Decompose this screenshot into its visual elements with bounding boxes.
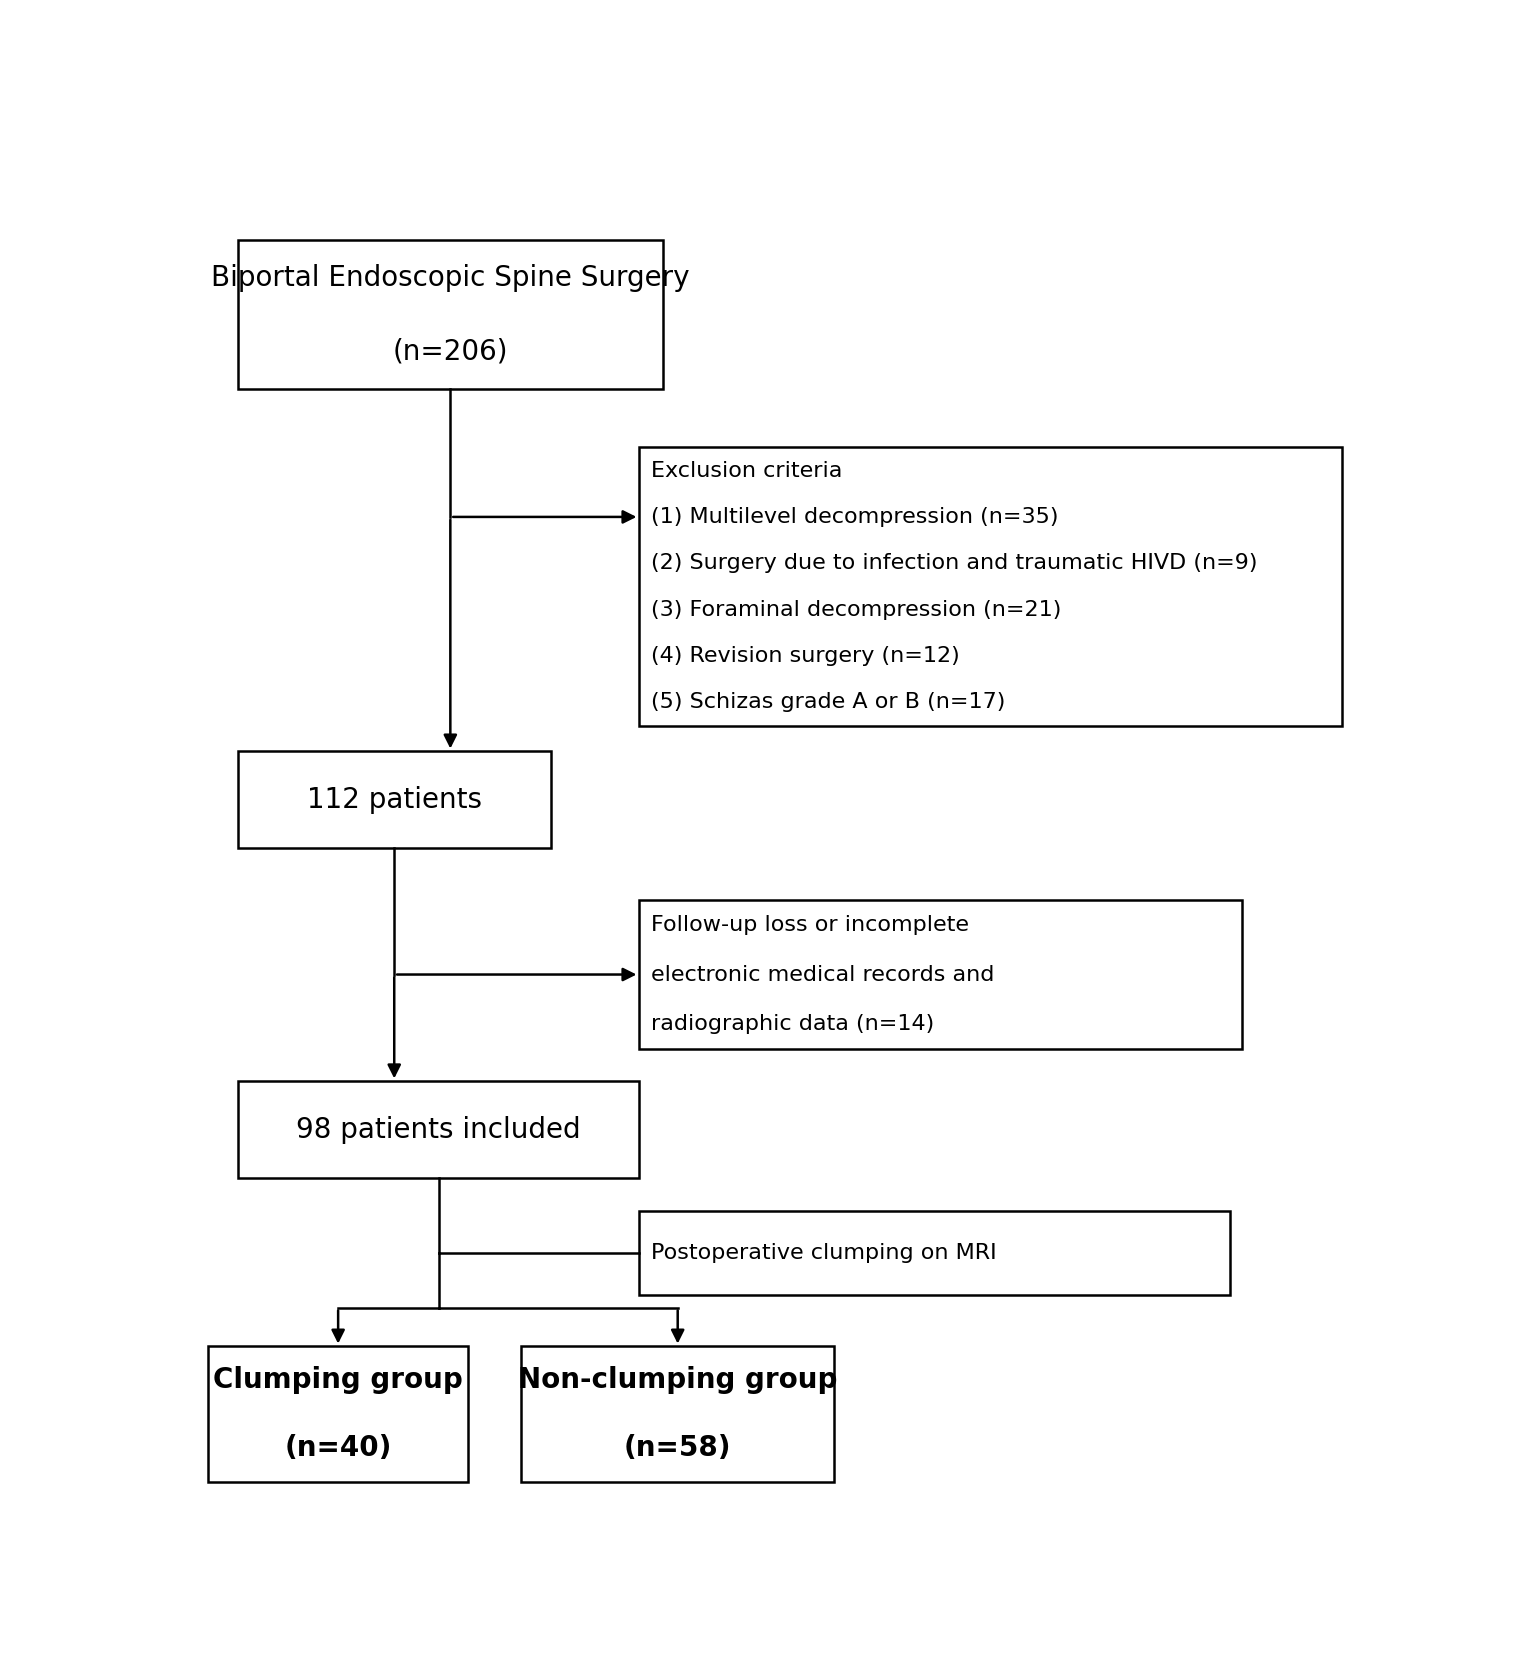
Text: 98 patients included: 98 patients included — [296, 1116, 581, 1144]
Text: Biportal Endoscopic Spine Surgery: Biportal Endoscopic Spine Surgery — [212, 264, 689, 292]
Text: (2) Surgery due to infection and traumatic HIVD (n=9): (2) Surgery due to infection and traumat… — [651, 553, 1257, 573]
Text: (n=58): (n=58) — [623, 1435, 732, 1462]
FancyBboxPatch shape — [640, 900, 1242, 1048]
FancyBboxPatch shape — [238, 1082, 640, 1178]
Text: Clumping group: Clumping group — [213, 1366, 463, 1394]
Text: (4) Revision surgery (n=12): (4) Revision surgery (n=12) — [651, 647, 960, 665]
Text: electronic medical records and: electronic medical records and — [651, 964, 995, 984]
Text: Postoperative clumping on MRI: Postoperative clumping on MRI — [651, 1243, 997, 1263]
FancyBboxPatch shape — [238, 751, 550, 848]
FancyBboxPatch shape — [521, 1346, 834, 1482]
Text: (3) Foraminal decompression (n=21): (3) Foraminal decompression (n=21) — [651, 600, 1062, 620]
FancyBboxPatch shape — [640, 1211, 1230, 1295]
Text: 112 patients: 112 patients — [306, 786, 482, 813]
Text: (n=206): (n=206) — [393, 338, 507, 366]
FancyBboxPatch shape — [209, 1346, 468, 1482]
Text: Follow-up loss or incomplete: Follow-up loss or incomplete — [651, 916, 969, 936]
Text: Non-clumping group: Non-clumping group — [518, 1366, 837, 1394]
Text: radiographic data (n=14): radiographic data (n=14) — [651, 1015, 934, 1035]
Text: (1) Multilevel decompression (n=35): (1) Multilevel decompression (n=35) — [651, 507, 1059, 528]
Text: (n=40): (n=40) — [285, 1435, 392, 1462]
Text: (5) Schizas grade A or B (n=17): (5) Schizas grade A or B (n=17) — [651, 692, 1006, 712]
FancyBboxPatch shape — [640, 447, 1343, 726]
FancyBboxPatch shape — [238, 240, 663, 390]
Text: Exclusion criteria: Exclusion criteria — [651, 460, 843, 480]
